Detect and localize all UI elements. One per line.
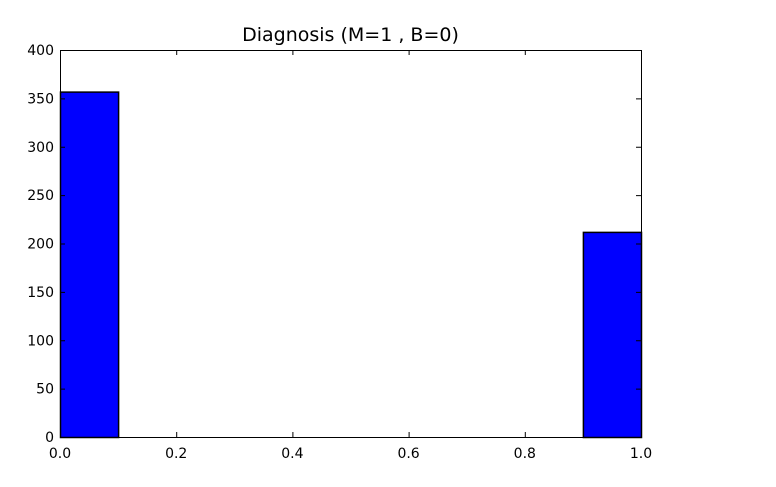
x-axis: 0.0 0.2 0.4 0.6 0.8 1.0 [49, 50, 652, 462]
x-tick-label: 0.8 [514, 446, 536, 462]
chart-title: Diagnosis (M=1 , B=0) [242, 24, 459, 46]
x-tick-label: 0.6 [397, 446, 419, 462]
histogram-bar-0 [59, 91, 120, 439]
y-tick-label: 100 [27, 333, 54, 349]
y-tick-label: 350 [27, 91, 54, 107]
y-tick-label: 50 [36, 382, 54, 398]
x-tick-label: 0.2 [165, 446, 187, 462]
x-tick-label: 1.0 [630, 446, 652, 462]
bars-group [59, 91, 643, 439]
y-tick-label: 400 [27, 43, 54, 59]
y-tick-label: 150 [27, 285, 54, 301]
y-tick-label: 200 [27, 237, 54, 253]
histogram-bar-1 [582, 231, 643, 439]
y-tick-label: 300 [27, 140, 54, 156]
x-tick-label: 0.4 [281, 446, 303, 462]
y-tick-label: 0 [45, 430, 54, 446]
y-tick-label: 250 [27, 188, 54, 204]
x-tick-label: 0.0 [49, 446, 71, 462]
plot-frame [60, 50, 642, 438]
